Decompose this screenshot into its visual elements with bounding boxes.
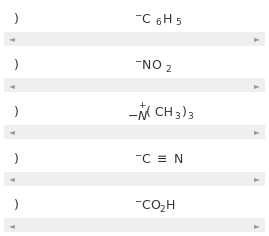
Bar: [4, 218, 265, 232]
Text: ►: ►: [254, 127, 260, 136]
Text: ►: ►: [254, 34, 260, 43]
Text: ►: ►: [254, 174, 260, 183]
Text: 6: 6: [155, 18, 161, 27]
Text: $^{-}$C $\equiv$ N: $^{-}$C $\equiv$ N: [134, 152, 185, 165]
Bar: [4, 172, 265, 186]
Text: ): ): [14, 199, 19, 212]
Text: ): ): [14, 106, 19, 119]
Text: ( CH: ( CH: [147, 106, 174, 119]
Text: 2: 2: [165, 65, 171, 74]
Text: ►: ►: [254, 221, 260, 230]
Text: ◄: ◄: [9, 34, 15, 43]
Text: $^{-}$C: $^{-}$C: [134, 13, 153, 26]
Text: ): ): [178, 106, 187, 119]
Text: ): ): [14, 13, 19, 26]
Text: H: H: [166, 199, 175, 212]
Text: ◄: ◄: [9, 81, 15, 90]
Bar: [4, 78, 265, 92]
Text: $^{-}$NO: $^{-}$NO: [134, 59, 163, 72]
Text: 5: 5: [176, 18, 182, 27]
Text: $-\overset{+}{N}$: $-\overset{+}{N}$: [126, 101, 148, 123]
Text: $^{-}$CO: $^{-}$CO: [134, 199, 162, 212]
Text: ◄: ◄: [9, 221, 15, 230]
Text: ◄: ◄: [9, 174, 15, 183]
Bar: [4, 32, 265, 46]
Text: ): ): [14, 59, 19, 72]
Text: ◄: ◄: [9, 127, 15, 136]
Text: 3: 3: [187, 112, 193, 121]
Bar: [4, 125, 265, 139]
Text: 3: 3: [174, 112, 180, 121]
Text: ): ): [14, 152, 19, 165]
Text: 2: 2: [160, 205, 165, 214]
Text: H: H: [162, 13, 172, 26]
Text: ►: ►: [254, 81, 260, 90]
